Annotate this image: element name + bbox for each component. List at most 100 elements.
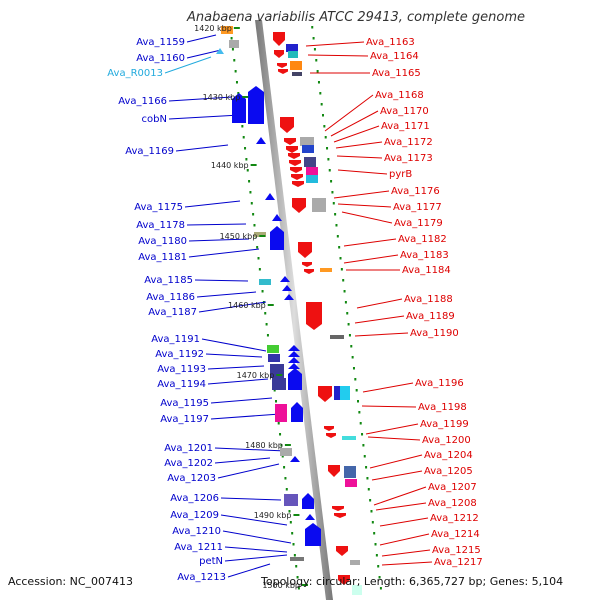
gene-label: Ava_1159 (136, 37, 185, 48)
gene-box (290, 61, 302, 70)
leader-line (369, 454, 423, 469)
gene-chevron (256, 137, 266, 144)
gene-box (275, 404, 287, 422)
gene-label: Ava_1196 (415, 378, 464, 389)
tick-dot (366, 477, 369, 480)
gene-arrow-down (280, 117, 294, 133)
leader-line (337, 203, 392, 208)
leader-line (217, 463, 280, 479)
gene-label: Ava_1201 (164, 443, 213, 454)
gene-arrow-up (288, 368, 302, 390)
tick-dot (330, 180, 333, 183)
gene-chevron (305, 514, 315, 520)
tick-dot (348, 334, 351, 337)
gene-arrow-down (291, 174, 303, 180)
tick-dot (339, 257, 342, 260)
gene-label: Ava_1208 (428, 498, 477, 509)
leader-line (373, 486, 427, 506)
gene-label: Ava_1205 (424, 466, 473, 477)
tick-dot (362, 444, 365, 447)
leader-line (343, 254, 399, 264)
tick-dot (334, 213, 337, 216)
leader-line (367, 436, 421, 441)
gene-box (284, 494, 298, 506)
tick-dot (297, 587, 300, 590)
tick-dot (257, 257, 260, 260)
leader-line (343, 238, 397, 247)
leader-lines (164, 34, 433, 578)
tick-dot (234, 70, 237, 73)
tick-dot (378, 576, 381, 579)
gene-arrow-down (292, 181, 304, 187)
gene-label: Ava_1202 (164, 458, 213, 469)
leader-line (375, 502, 427, 511)
gene-arrow-down (286, 146, 298, 153)
gene-arrow-down (292, 198, 306, 213)
tick-dot (281, 455, 284, 458)
leader-line (186, 223, 247, 226)
gene-box (272, 378, 286, 390)
gene-label: Ava_1171 (381, 121, 430, 132)
tick-dot (266, 334, 269, 337)
leader-line (227, 563, 271, 578)
leader-line (330, 110, 379, 137)
gene-label: Ava_1213 (177, 572, 226, 583)
tick-dot (312, 37, 315, 40)
kbp-tick-label: 1440 kbp (211, 161, 249, 170)
gene-box (352, 585, 362, 595)
gene-arrow-up (270, 226, 284, 250)
tick-dot (237, 92, 240, 95)
leader-line (222, 530, 292, 544)
tick-dot (245, 158, 248, 161)
tick-dot (293, 554, 296, 557)
gene-label: Ava_1177 (393, 202, 442, 213)
gene-box (304, 157, 316, 167)
gene-arrow-up (302, 493, 314, 509)
tick-dot (264, 312, 267, 315)
gene-label: Ava_1163 (366, 37, 415, 48)
gene-label: Ava_1187 (148, 307, 197, 318)
leader-line (365, 423, 419, 435)
leader-line (224, 546, 288, 553)
tick-dot (279, 433, 282, 436)
leader-line (381, 561, 433, 566)
leader-line (188, 238, 250, 242)
tick-dot (316, 70, 319, 73)
tick-dot (322, 114, 325, 117)
gene-arrow-up (248, 86, 264, 124)
gene-box (280, 448, 292, 456)
tick-dot (277, 422, 280, 425)
gene-label: Ava_1214 (431, 529, 480, 540)
gene-box (302, 145, 314, 153)
gene-label: Ava_1168 (375, 90, 424, 101)
gene-label: Ava_1160 (136, 53, 185, 64)
leader-line (201, 338, 267, 352)
gene-label: Ava_1204 (424, 450, 473, 461)
gene-arrow-down (284, 138, 296, 145)
gene-label: Ava_1166 (118, 96, 167, 107)
tick-dot (256, 246, 259, 249)
tick-dot (327, 158, 330, 161)
tick-dot (374, 543, 377, 546)
tick-dot (280, 444, 283, 447)
tick-dot (317, 81, 320, 84)
tick-dot (250, 202, 253, 205)
leader-line (224, 554, 288, 562)
tick-dot (295, 565, 298, 568)
genome-backbone (255, 20, 333, 600)
tick-dot (249, 191, 252, 194)
gene-box (288, 51, 298, 58)
tick-dot (258, 268, 261, 271)
gene-arrow-down (324, 426, 334, 431)
tick-dot (344, 301, 347, 304)
gene-box (306, 175, 318, 183)
gene-arrow-down (273, 32, 285, 46)
gene-box (292, 72, 302, 76)
gene-box (320, 268, 332, 272)
tick-dot (242, 136, 245, 139)
left-gene-labels: Ava_1159 Ava_1160 Ava_R0013 Ava_1166 cobN Ava… (107, 37, 226, 583)
gene-label: Ava_1210 (172, 526, 221, 537)
tick-dot (311, 26, 314, 29)
kbp-tick-label: 1450 kbp (220, 232, 258, 241)
